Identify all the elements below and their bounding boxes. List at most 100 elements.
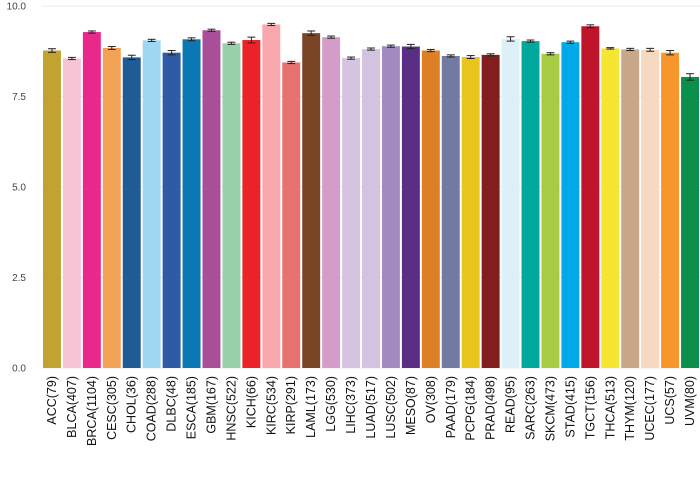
x-tick-label: HNSC(522) (224, 376, 238, 441)
x-tick-label: LUSC(502) (384, 376, 398, 439)
error-bar (386, 44, 395, 48)
x-tick-label: BLCA(407) (65, 376, 79, 438)
error-bar (187, 37, 196, 42)
bar (62, 58, 81, 369)
x-tick-label: COAD(288) (145, 376, 159, 441)
error-bar (626, 47, 635, 52)
error-bar (87, 30, 96, 34)
x-tick-label: PAAD(179) (444, 376, 458, 438)
error-bar (426, 48, 435, 53)
bar (182, 39, 201, 368)
x-tick-label: UCS(57) (663, 376, 677, 425)
bar (441, 55, 460, 369)
error-bar (646, 47, 655, 52)
x-tick-label: LUAD(517) (364, 376, 378, 439)
x-tick-label: TGCT(156) (583, 376, 597, 439)
x-tick-label: UVM(80) (683, 376, 697, 426)
error-bar (486, 53, 495, 57)
bar (641, 49, 660, 368)
error-bar (367, 47, 375, 51)
x-tick-label: PRAD(498) (484, 376, 498, 440)
bars (42, 24, 700, 369)
error-bar (127, 54, 136, 61)
error-bar (686, 73, 694, 81)
bar (621, 49, 640, 368)
x-tick-label: STAD(415) (563, 376, 577, 438)
error-bar (406, 43, 415, 50)
x-tick-label: MESO(87) (404, 376, 418, 435)
error-bar (546, 52, 555, 56)
bar (82, 32, 101, 369)
bar (501, 38, 520, 368)
x-tick-label: LAML(173) (304, 376, 318, 438)
bar (322, 37, 341, 369)
x-tick-label: ACC(79) (45, 376, 59, 425)
x-tick-label: KICH(66) (244, 376, 258, 428)
error-bar (606, 47, 615, 50)
x-tick-label: PCPG(184) (464, 376, 478, 441)
error-bar (207, 28, 216, 32)
bar (342, 58, 361, 369)
error-bar (307, 30, 316, 36)
error-bar (466, 55, 475, 59)
error-bar (48, 48, 56, 53)
error-bar (566, 40, 575, 44)
bar (102, 47, 121, 368)
y-tick-label: 5.0 (12, 183, 26, 194)
bar (262, 24, 281, 368)
error-bar (506, 36, 515, 42)
bar (401, 46, 420, 368)
x-tick-label: DLBC(48) (165, 376, 179, 432)
x-tick-label: KIRP(291) (284, 376, 298, 434)
error-bar (586, 24, 595, 29)
x-tick-label: UCEC(177) (643, 376, 657, 441)
error-bar (267, 22, 276, 27)
x-tick-label: GBM(167) (204, 376, 218, 434)
bar (122, 57, 141, 369)
x-tick-label: READ(95) (504, 376, 518, 433)
error-bar (287, 60, 296, 65)
y-tick-label: 7.5 (12, 92, 26, 103)
x-tick-label: CHOL(36) (125, 376, 139, 433)
x-tick-label: ESCA(185) (185, 376, 199, 439)
x-tick-label: CESC(305) (105, 376, 119, 440)
bar (381, 46, 400, 368)
error-bar (327, 35, 336, 39)
error-bar (347, 56, 356, 60)
x-tick-label: THCA(513) (603, 376, 617, 439)
bar (481, 54, 500, 369)
x-tick-label: LGG(530) (324, 376, 338, 432)
x-tick-label: SKCM(473) (543, 376, 557, 441)
bar (362, 49, 380, 368)
error-bar (446, 54, 455, 58)
x-tick-label: THYM(120) (623, 376, 637, 441)
bar (162, 52, 181, 368)
y-tick-label: 0.0 (12, 364, 26, 375)
error-bar (666, 50, 675, 56)
error-bar (227, 41, 236, 45)
y-axis-tick-labels: 0.0 2.5 5.0 7.5 10.0 (7, 2, 27, 375)
bar (242, 40, 261, 368)
bar (681, 76, 700, 369)
error-bar (247, 36, 256, 44)
y-tick-label: 10.0 (7, 2, 27, 13)
bar (581, 26, 600, 368)
bar (541, 53, 560, 369)
y-tick-label: 2.5 (12, 273, 26, 284)
x-tick-label: SARC(263) (524, 376, 538, 440)
bar (42, 50, 61, 368)
bar (282, 62, 301, 369)
error-bar (67, 56, 76, 61)
bar (222, 43, 241, 368)
bar (202, 30, 221, 369)
bar (461, 57, 480, 369)
bar (601, 48, 620, 368)
error-bar (167, 50, 176, 56)
bar (421, 50, 440, 368)
error-bar (107, 46, 116, 50)
error-bar (147, 38, 156, 42)
error-bars (48, 22, 694, 81)
x-tick-label: KIRC(534) (264, 376, 278, 435)
bar (302, 33, 321, 369)
